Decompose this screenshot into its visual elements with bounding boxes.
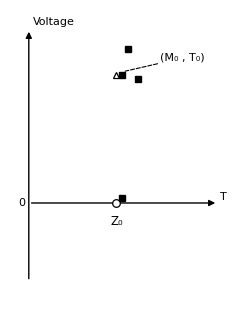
Text: Voltage: Voltage <box>33 17 75 27</box>
Text: 0: 0 <box>18 198 25 208</box>
Text: (M₀ , T₀): (M₀ , T₀) <box>125 53 205 71</box>
Text: T: T <box>220 192 227 202</box>
Text: Z₀: Z₀ <box>110 215 123 228</box>
